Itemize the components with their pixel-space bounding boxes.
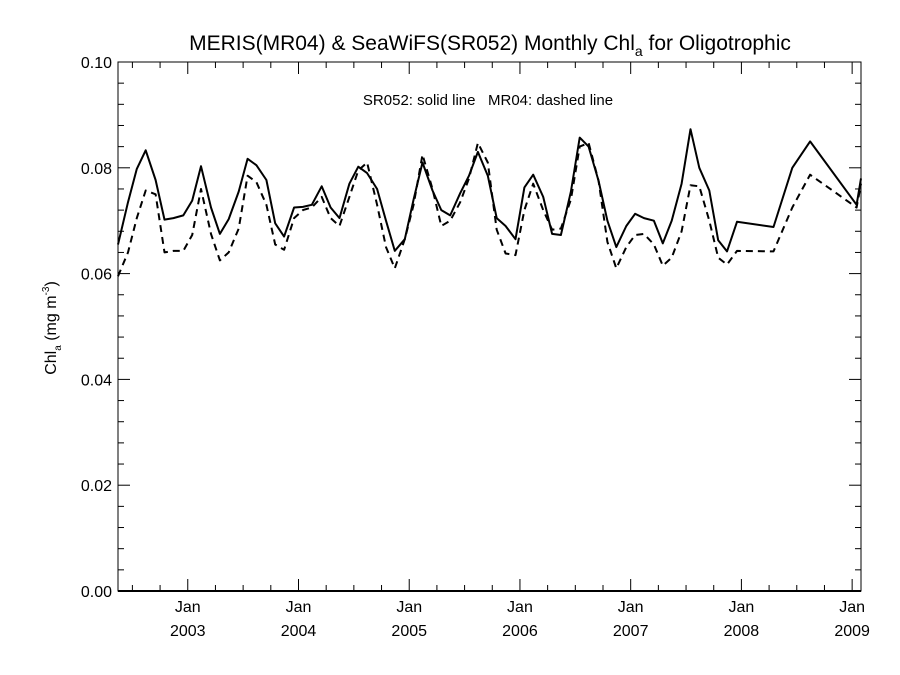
- chart-annotation: SR052: solid line MR04: dashed line: [363, 92, 613, 109]
- series-line-mr04: [117, 141, 862, 277]
- chart-title-main: MERIS(MR04) & SeaWiFS(SR052) Monthly Chl: [189, 32, 635, 55]
- x-tick-label-year: 2006: [502, 623, 538, 640]
- x-tick-label-year: 2004: [281, 623, 317, 640]
- series-line-sr052: [117, 128, 862, 253]
- y-axis-label-subscript: a: [53, 345, 64, 351]
- x-tick-label-year: 2008: [724, 623, 760, 640]
- x-tick-label-month: Jan: [729, 599, 755, 616]
- x-tick-label-month: Jan: [507, 599, 533, 616]
- y-tick-label: 0.04: [81, 372, 112, 389]
- y-axis-label-units-close: ): [43, 281, 60, 286]
- y-axis-label-units-open: (mg m: [43, 295, 60, 345]
- x-tick-label-year: 2007: [613, 623, 649, 640]
- chart-title-suffix: for Oligotrophic: [643, 32, 791, 55]
- y-axis-label-units-sup: -3: [41, 286, 52, 295]
- x-tick-label-year: 2003: [170, 623, 206, 640]
- y-tick-label: 0.06: [81, 267, 112, 284]
- plot-frame: [117, 61, 862, 592]
- y-tick-label: 0.00: [81, 584, 112, 601]
- y-axis-label-main: Chl: [43, 351, 60, 375]
- y-axis-label: Chla (mg m-3): [41, 281, 64, 375]
- series-layer: [117, 128, 862, 277]
- x-tick-label-year: 2005: [391, 623, 427, 640]
- x-tick-label-month: Jan: [618, 599, 644, 616]
- x-tick-label-month: Jan: [175, 599, 201, 616]
- ticks-layer: 0.00 0.02 0.04 0.06 0.08 0.10 Jan 2003 Jan 2004 Ja…: [81, 55, 870, 640]
- x-tick-label-month: Jan: [286, 599, 312, 616]
- chart-title-subscript: a: [635, 43, 643, 59]
- chart-title: MERIS(MR04) & SeaWiFS(SR052) Monthly Chl…: [189, 32, 791, 59]
- x-tick-label-month: Jan: [396, 599, 422, 616]
- x-tick-label-month: Jan: [839, 599, 865, 616]
- y-tick-label: 0.08: [81, 161, 112, 178]
- y-tick-label: 0.10: [81, 55, 112, 72]
- y-tick-label: 0.02: [81, 478, 112, 495]
- x-tick-label-year: 2009: [834, 623, 870, 640]
